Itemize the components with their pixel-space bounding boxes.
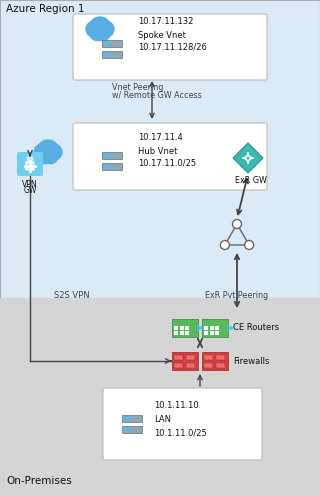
Text: Azure Region 1: Azure Region 1 (6, 4, 84, 14)
Text: 10.1.11.10: 10.1.11.10 (154, 401, 199, 411)
Circle shape (98, 21, 114, 37)
Circle shape (108, 42, 110, 45)
Circle shape (104, 42, 106, 45)
Text: 10.17.11.132: 10.17.11.132 (138, 17, 193, 26)
Circle shape (93, 26, 107, 40)
Bar (180, 331, 183, 335)
Bar (172, 319, 198, 337)
Circle shape (86, 21, 102, 37)
Circle shape (24, 153, 36, 165)
Text: 10.17.11.0/25: 10.17.11.0/25 (138, 159, 196, 168)
Bar (215, 325, 219, 329)
FancyBboxPatch shape (103, 388, 262, 460)
Bar (173, 363, 182, 368)
Circle shape (104, 154, 106, 157)
Bar (102, 51, 122, 59)
Circle shape (104, 53, 106, 56)
Text: 10.1.11.0/25: 10.1.11.0/25 (154, 429, 207, 437)
Bar (0, 298, 320, 496)
Bar (102, 40, 122, 48)
Text: On-Premises: On-Premises (6, 476, 72, 486)
Circle shape (220, 241, 229, 249)
Bar (204, 325, 208, 329)
Circle shape (41, 149, 55, 163)
Bar (172, 352, 198, 370)
Text: Vnet Peering: Vnet Peering (112, 83, 164, 92)
Bar (202, 319, 228, 337)
Bar (186, 363, 195, 368)
Circle shape (46, 144, 62, 160)
Text: Spoke Vnet: Spoke Vnet (138, 30, 186, 40)
Polygon shape (233, 143, 263, 173)
Bar (185, 331, 189, 335)
Bar (186, 355, 195, 360)
Circle shape (26, 168, 28, 170)
Circle shape (244, 241, 254, 249)
Bar (210, 325, 213, 329)
Text: Hub Vnet: Hub Vnet (138, 146, 177, 156)
Text: 10.17.11.128/26: 10.17.11.128/26 (138, 43, 207, 52)
Circle shape (108, 53, 110, 56)
Circle shape (37, 140, 59, 162)
Circle shape (128, 417, 130, 420)
Bar (185, 325, 189, 329)
Text: Firewalls: Firewalls (233, 357, 269, 366)
Circle shape (108, 165, 110, 168)
Circle shape (34, 144, 50, 160)
Circle shape (90, 26, 104, 41)
Circle shape (32, 168, 34, 170)
Bar (174, 325, 178, 329)
Circle shape (128, 429, 130, 431)
Bar (210, 331, 213, 335)
Text: ExR Pvt Peering: ExR Pvt Peering (205, 291, 268, 300)
Circle shape (32, 162, 34, 164)
Bar (204, 331, 208, 335)
FancyBboxPatch shape (73, 123, 267, 190)
Bar (215, 331, 219, 335)
Bar (173, 355, 182, 360)
Text: 10.17.11.4: 10.17.11.4 (138, 133, 183, 142)
Circle shape (104, 165, 106, 168)
Bar (0, 0, 320, 298)
Bar (122, 415, 142, 423)
Circle shape (44, 149, 58, 164)
Circle shape (89, 17, 111, 39)
Circle shape (124, 429, 126, 431)
Circle shape (27, 156, 34, 163)
Text: CE Routers: CE Routers (233, 323, 279, 332)
Text: LAN: LAN (154, 416, 171, 425)
Text: S2S VPN: S2S VPN (54, 291, 90, 300)
Circle shape (124, 417, 126, 420)
Circle shape (108, 154, 110, 157)
Bar (215, 355, 225, 360)
Bar (122, 426, 142, 434)
Bar (202, 352, 228, 370)
Bar (204, 363, 212, 368)
Bar (204, 355, 212, 360)
FancyBboxPatch shape (73, 14, 267, 80)
Bar (102, 152, 122, 159)
Text: VPN: VPN (22, 180, 38, 189)
Bar (174, 331, 178, 335)
Circle shape (26, 162, 28, 164)
Bar (102, 163, 122, 171)
Bar (215, 363, 225, 368)
Circle shape (96, 26, 110, 41)
Circle shape (233, 220, 242, 229)
Text: GW: GW (23, 186, 37, 195)
Bar (180, 325, 183, 329)
Text: ExR GW: ExR GW (235, 176, 267, 185)
FancyBboxPatch shape (17, 152, 43, 176)
Text: w/ Remote GW Access: w/ Remote GW Access (112, 91, 202, 100)
Circle shape (38, 149, 52, 164)
